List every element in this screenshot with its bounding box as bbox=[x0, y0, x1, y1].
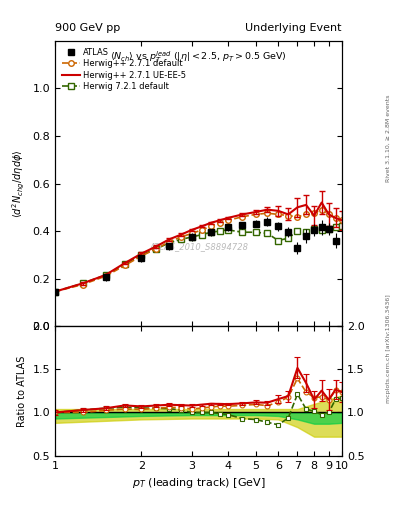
Y-axis label: $\langle d^2 N_{chg}/d\eta d\phi \rangle$: $\langle d^2 N_{chg}/d\eta d\phi \rangle… bbox=[11, 149, 27, 218]
Text: $\langle N_{ch}\rangle$ vs $p_T^{lead}$ ($|\eta| < 2.5$, $p_T > 0.5$ GeV): $\langle N_{ch}\rangle$ vs $p_T^{lead}$ … bbox=[110, 50, 287, 65]
X-axis label: $p_T$ (leading track) [GeV]: $p_T$ (leading track) [GeV] bbox=[132, 476, 265, 490]
Text: ATLAS_2010_S8894728: ATLAS_2010_S8894728 bbox=[149, 242, 248, 251]
Legend: ATLAS, Herwig++ 2.7.1 default, Herwig++ 2.7.1 UE-EE-5, Herwig 7.2.1 default: ATLAS, Herwig++ 2.7.1 default, Herwig++ … bbox=[59, 45, 189, 94]
Text: 900 GeV pp: 900 GeV pp bbox=[55, 23, 120, 33]
Text: mcplots.cern.ch [arXiv:1306.3436]: mcplots.cern.ch [arXiv:1306.3436] bbox=[386, 294, 391, 402]
Text: Underlying Event: Underlying Event bbox=[245, 23, 342, 33]
Text: Rivet 3.1.10, ≥ 2.8M events: Rivet 3.1.10, ≥ 2.8M events bbox=[386, 95, 391, 182]
Y-axis label: Ratio to ATLAS: Ratio to ATLAS bbox=[17, 355, 27, 426]
